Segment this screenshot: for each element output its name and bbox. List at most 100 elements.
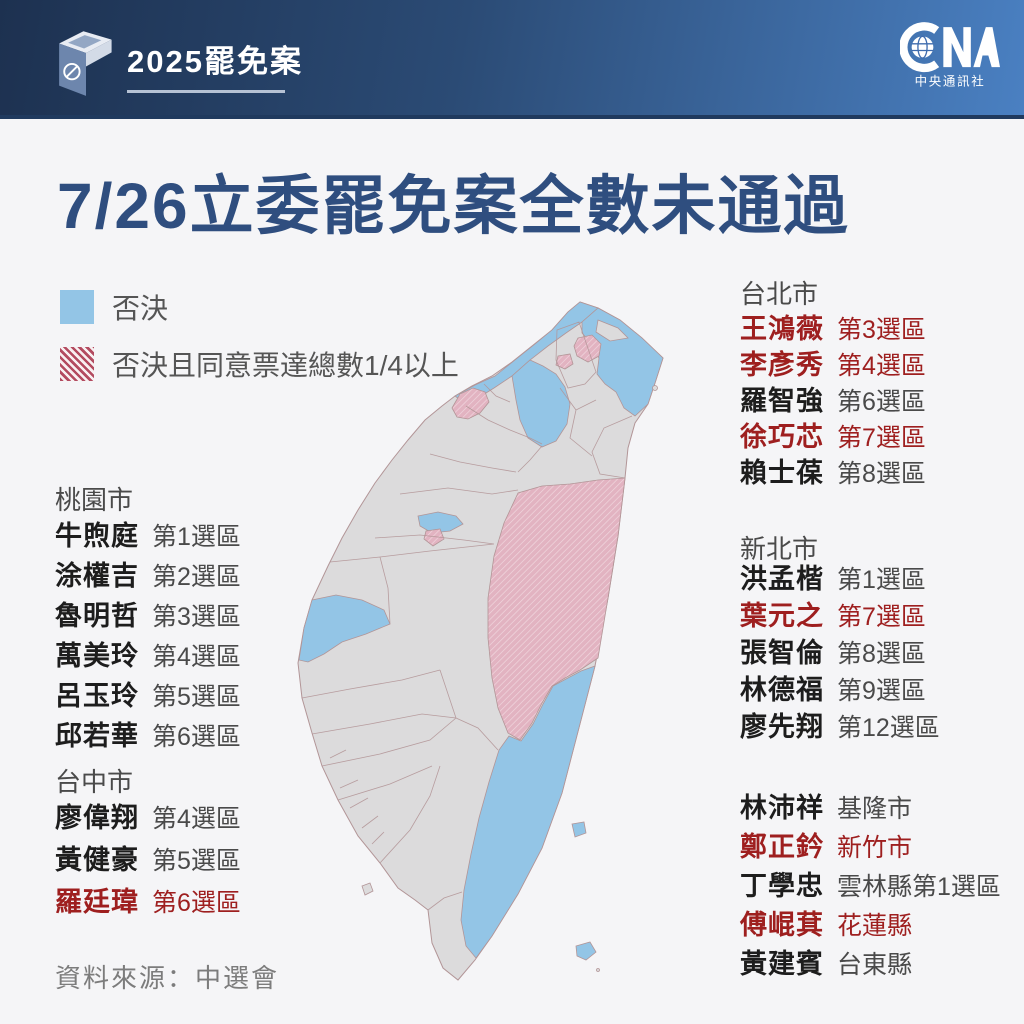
district-label: 第4選區 xyxy=(152,805,241,833)
district-label: 台東縣 xyxy=(837,951,913,979)
legislator-name: 廖偉翔 xyxy=(55,803,139,833)
group-taipei: 台北市 王鴻薇 第3選區 李彥秀 第4選區 羅智強 第6選區 徐巧芯 第7選區 … xyxy=(740,279,926,494)
map-islet-small xyxy=(596,968,600,972)
legislator-name: 黃健豪 xyxy=(55,845,139,875)
list-row: 洪孟楷 第1選區 xyxy=(740,564,940,596)
district-label: 新竹市 xyxy=(837,834,913,862)
edition-badge: 2025罷免案 xyxy=(127,36,303,93)
map-island-taiwan xyxy=(297,301,664,981)
legislator-name: 洪孟楷 xyxy=(740,564,824,594)
list-row: 黃建賓 台東縣 xyxy=(740,949,1001,981)
list-row: 魯明哲 第3選區 xyxy=(55,601,241,633)
map-county-borders xyxy=(301,321,633,911)
district-label: 第1選區 xyxy=(152,523,241,551)
legislator-name: 林德福 xyxy=(740,675,824,705)
map-region-orchid-island xyxy=(575,941,597,961)
map-region-hsinchu-city xyxy=(451,387,490,420)
list-row: 張智倫 第8選區 xyxy=(740,638,940,670)
legislator-name: 林沛祥 xyxy=(740,793,824,823)
group-taichung: 台中市 廖偉翔 第4選區 黃健豪 第5選區 羅廷瑋 第6選區 xyxy=(55,767,241,929)
map-region-taichung xyxy=(417,511,464,534)
legend-swatch-rejected xyxy=(60,290,94,324)
district-label: 基隆市 xyxy=(837,795,913,823)
legend-label-rejected: 否決 xyxy=(112,293,169,324)
district-label: 第8選區 xyxy=(837,460,926,488)
map-region-taoyuan-inland xyxy=(511,359,571,448)
group-other-counties: 林沛祥 基隆市 鄭正鈐 新竹市 丁學忠 雲林縣第1選區 傅崐萁 花蓮縣 黃建賓 … xyxy=(740,793,1001,988)
legend-item-rejected: 否決 xyxy=(60,287,459,327)
list-row: 林德福 第9選區 xyxy=(740,675,940,707)
district-label: 第6選區 xyxy=(837,388,926,416)
district-label: 第3選區 xyxy=(152,603,241,631)
list-row: 邱若華 第6選區 xyxy=(55,721,241,753)
map-region-taitung xyxy=(460,665,596,959)
badge-underline xyxy=(127,90,285,93)
city-label-taoyuan: 桃園市 xyxy=(55,485,134,515)
district-label: 第7選區 xyxy=(837,603,926,631)
legislator-name: 羅廷瑋 xyxy=(55,887,139,917)
list-row: 廖先翔 第12選區 xyxy=(740,712,940,744)
district-label: 第6選區 xyxy=(152,889,241,917)
legend-swatch-rejected-quarter xyxy=(60,347,94,381)
legislator-name: 賴士葆 xyxy=(740,458,824,488)
group-taoyuan: 桃園市 牛煦庭 第1選區 涂權吉 第2選區 魯明哲 第3選區 萬美玲 第4選區 … xyxy=(55,485,241,761)
legislator-name: 葉元之 xyxy=(740,601,824,631)
list-row: 羅廷瑋 第6選區 xyxy=(55,887,241,919)
district-label: 第5選區 xyxy=(152,683,241,711)
map-region-wanli-notch xyxy=(595,319,629,342)
list-row: 羅智強 第6選區 xyxy=(740,386,926,418)
list-row: 丁學忠 雲林縣第1選區 xyxy=(740,871,1001,903)
map-gray-details xyxy=(361,319,658,972)
legislator-name: 丁學忠 xyxy=(740,871,824,901)
list-row: 廖偉翔 第4選區 xyxy=(55,803,241,835)
legislator-name: 徐巧芯 xyxy=(740,422,824,452)
list-row: 鄭正鈐 新竹市 xyxy=(740,832,1001,864)
district-label: 第1選區 xyxy=(837,566,926,594)
cna-logo: 中央通訊社 xyxy=(900,22,1000,89)
map-regions-rejected-blue xyxy=(298,301,664,961)
page-title: 7/26立委罷免案全數未通過 xyxy=(57,170,850,242)
district-label: 第8選區 xyxy=(837,640,926,668)
legislator-name: 傅崐萁 xyxy=(740,910,824,940)
list-row: 涂權吉 第2選區 xyxy=(55,561,241,593)
edition-badge-label: 2025罷免案 xyxy=(127,44,303,79)
legislator-name: 鄭正鈐 xyxy=(740,832,824,862)
district-label: 第9選區 xyxy=(837,677,926,705)
list-row: 呂玉玲 第5選區 xyxy=(55,681,241,713)
list-row: 賴士葆 第8選區 xyxy=(740,458,926,490)
legislator-name: 廖先翔 xyxy=(740,712,824,742)
map-region-hualien xyxy=(487,477,626,741)
legislator-name: 李彥秀 xyxy=(740,350,824,380)
district-label: 第12選區 xyxy=(837,714,940,742)
map-regions-rejected-quarter xyxy=(423,334,626,741)
city-label-taichung: 台中市 xyxy=(55,767,134,797)
legislator-name: 王鴻薇 xyxy=(740,314,824,344)
legislator-name: 萬美玲 xyxy=(55,641,139,671)
list-row: 徐巧芯 第7選區 xyxy=(740,422,926,454)
legislator-name: 呂玉玲 xyxy=(55,681,139,711)
legislator-name: 牛煦庭 xyxy=(55,521,139,551)
map-region-yunlin xyxy=(298,594,391,663)
city-label-new-taipei: 新北市 xyxy=(740,534,819,564)
legislator-name: 魯明哲 xyxy=(55,601,139,631)
data-source: 資料來源：中選會 xyxy=(55,963,280,993)
district-label: 第3選區 xyxy=(837,316,926,344)
list-row: 王鴻薇 第3選區 xyxy=(740,314,926,346)
legislator-name: 涂權吉 xyxy=(55,561,139,591)
district-label: 第7選區 xyxy=(837,424,926,452)
map-islet-keelung xyxy=(652,385,658,391)
district-label: 第6選區 xyxy=(152,723,241,751)
legend-item-rejected-quarter: 否決且同意票達總數1/4以上 xyxy=(60,344,459,384)
list-row: 傅崐萁 花蓮縣 xyxy=(740,910,1001,942)
district-label: 花蓮縣 xyxy=(837,912,913,940)
map-region-green-island xyxy=(571,821,587,838)
legislator-name: 張智倫 xyxy=(740,638,824,668)
cna-logo-subtext: 中央通訊社 xyxy=(915,74,986,89)
group-new-taipei: 新北市 洪孟楷 第1選區 葉元之 第7選區 張智倫 第8選區 林德福 第9選區 … xyxy=(740,534,940,749)
list-row: 牛煦庭 第1選區 xyxy=(55,521,241,553)
district-label: 雲林縣第1選區 xyxy=(837,873,1001,901)
list-row: 李彥秀 第4選區 xyxy=(740,350,926,382)
legislator-name: 羅智強 xyxy=(740,386,824,416)
district-label: 第4選區 xyxy=(837,352,926,380)
